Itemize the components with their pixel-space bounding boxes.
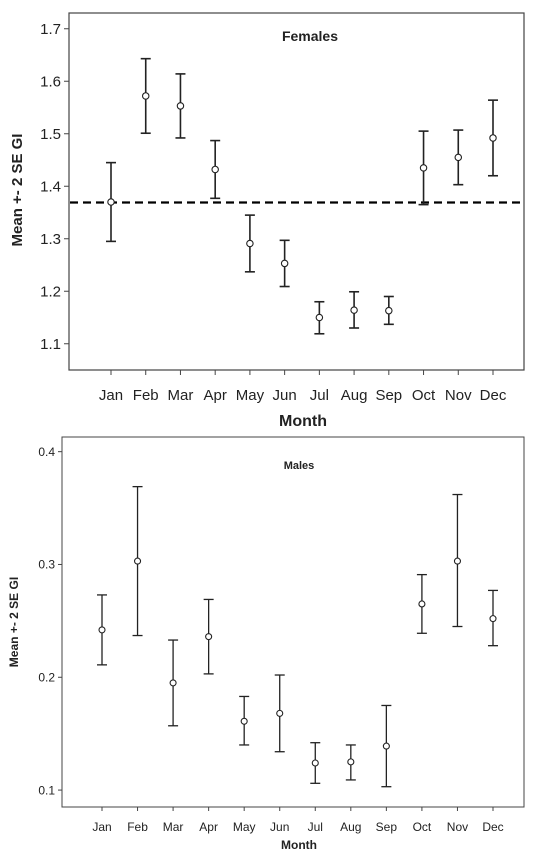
y-axis-label: Mean +- 2 SE GI bbox=[7, 577, 21, 667]
x-tick-label: Jul bbox=[308, 820, 323, 834]
error-bar-jul bbox=[314, 300, 325, 335]
error-bar-jan bbox=[97, 594, 107, 666]
x-tick-label: Sep bbox=[375, 387, 402, 404]
y-tick-label: 0.3 bbox=[38, 558, 55, 572]
error-bar-sep bbox=[381, 704, 392, 788]
mean-point bbox=[98, 626, 106, 634]
x-tick-label: Jan bbox=[92, 820, 111, 834]
x-tick-label: May bbox=[236, 387, 265, 404]
error-bar-may bbox=[244, 214, 255, 273]
males-panel: 0.1 0.2 0.3 0.4 Jan Feb Mar Apr May Jun Jul Aug Sep O… bbox=[7, 436, 525, 852]
plot-frame bbox=[61, 436, 525, 808]
mean-point bbox=[350, 306, 358, 314]
x-tick-label: Oct bbox=[413, 820, 432, 834]
x-tick-label: Apr bbox=[199, 820, 218, 834]
y-tick-label: 0.2 bbox=[38, 670, 55, 684]
mean-point bbox=[347, 758, 355, 766]
y-tick-label: 1.4 bbox=[40, 179, 61, 196]
mean-point bbox=[489, 615, 497, 623]
error-bar-aug bbox=[349, 290, 360, 329]
mean-point bbox=[107, 198, 115, 206]
mean-point bbox=[418, 600, 426, 608]
chart-title: Females bbox=[282, 28, 338, 44]
y-tick-label: 1.1 bbox=[40, 336, 61, 353]
x-tick-label: Jul bbox=[310, 387, 329, 404]
error-bar-jun bbox=[274, 674, 285, 753]
mean-point bbox=[246, 239, 254, 248]
y-tick-label: 1.5 bbox=[40, 126, 61, 143]
error-bar-nov bbox=[453, 129, 464, 186]
x-tick-label: Apr bbox=[204, 387, 227, 404]
mean-point bbox=[211, 165, 219, 174]
y-tick-label: 0.1 bbox=[38, 783, 55, 797]
mean-point bbox=[169, 679, 177, 687]
mean-point bbox=[382, 742, 390, 750]
mean-point bbox=[454, 153, 463, 162]
y-tick-label: 0.4 bbox=[38, 445, 55, 459]
mean-point bbox=[205, 633, 213, 641]
error-bar-jul bbox=[310, 742, 321, 784]
error-bar-aug bbox=[345, 744, 356, 781]
mean-point bbox=[141, 92, 150, 100]
y-tick-label: 1.6 bbox=[40, 74, 61, 91]
error-bar-nov bbox=[452, 493, 463, 628]
chart-title: Males bbox=[284, 460, 315, 472]
mean-point bbox=[385, 306, 393, 315]
error-bar-sep bbox=[383, 295, 394, 326]
x-tick-label: Aug bbox=[341, 387, 368, 404]
females-panel: 1.1 1.2 1.3 1.4 1.5 1.6 1.7 Jan Feb Mar Apr May Jun J… bbox=[9, 12, 525, 430]
x-tick-label: Sep bbox=[376, 820, 398, 834]
x-tick-label: Jun bbox=[270, 820, 289, 834]
mean-point bbox=[419, 164, 428, 172]
error-bar-dec bbox=[488, 589, 498, 647]
x-tick-label: Dec bbox=[480, 387, 507, 404]
x-tick-label: Nov bbox=[447, 820, 468, 834]
mean-point bbox=[489, 134, 497, 142]
x-axis-label: Month bbox=[281, 838, 317, 852]
error-bar-mar bbox=[175, 73, 186, 139]
mean-point bbox=[311, 759, 319, 767]
y-tick-label: 1.3 bbox=[40, 231, 61, 248]
x-tick-label: Nov bbox=[445, 387, 472, 404]
x-tick-label: Jan bbox=[99, 387, 123, 404]
error-bar-oct bbox=[416, 573, 427, 634]
mean-point bbox=[133, 557, 142, 565]
y-tick-label: 1.7 bbox=[40, 21, 61, 38]
plot-frame bbox=[68, 12, 525, 371]
mean-point bbox=[280, 259, 289, 268]
x-tick-label: Feb bbox=[127, 820, 148, 834]
error-bar-oct bbox=[418, 130, 429, 206]
mean-point bbox=[453, 557, 462, 565]
x-tick-label: May bbox=[233, 820, 256, 834]
error-bar-apr bbox=[203, 598, 214, 675]
error-bar-apr bbox=[210, 139, 221, 200]
y-axis-label: Mean +- 2 SE GI bbox=[9, 134, 26, 247]
error-bar-jun bbox=[279, 239, 290, 288]
mean-point bbox=[176, 102, 185, 110]
error-bar-may bbox=[239, 695, 250, 746]
mean-point bbox=[276, 709, 284, 717]
mean-point bbox=[315, 313, 324, 322]
x-tick-label: Feb bbox=[133, 387, 159, 404]
x-tick-label: Dec bbox=[482, 820, 503, 834]
x-tick-label: Aug bbox=[340, 820, 361, 834]
error-bar-dec bbox=[488, 99, 498, 177]
x-tick-label: Mar bbox=[163, 820, 184, 834]
error-bar-jan bbox=[106, 161, 116, 243]
error-bar-feb bbox=[140, 57, 151, 135]
x-axis-label: Month bbox=[279, 413, 327, 430]
error-bar-feb bbox=[132, 485, 143, 637]
y-tick-label: 1.2 bbox=[40, 284, 61, 301]
x-tick-label: Jun bbox=[273, 387, 297, 404]
mean-point bbox=[240, 717, 248, 725]
x-tick-label: Oct bbox=[412, 387, 436, 404]
x-tick-label: Mar bbox=[168, 387, 194, 404]
error-bar-mar bbox=[168, 639, 179, 727]
